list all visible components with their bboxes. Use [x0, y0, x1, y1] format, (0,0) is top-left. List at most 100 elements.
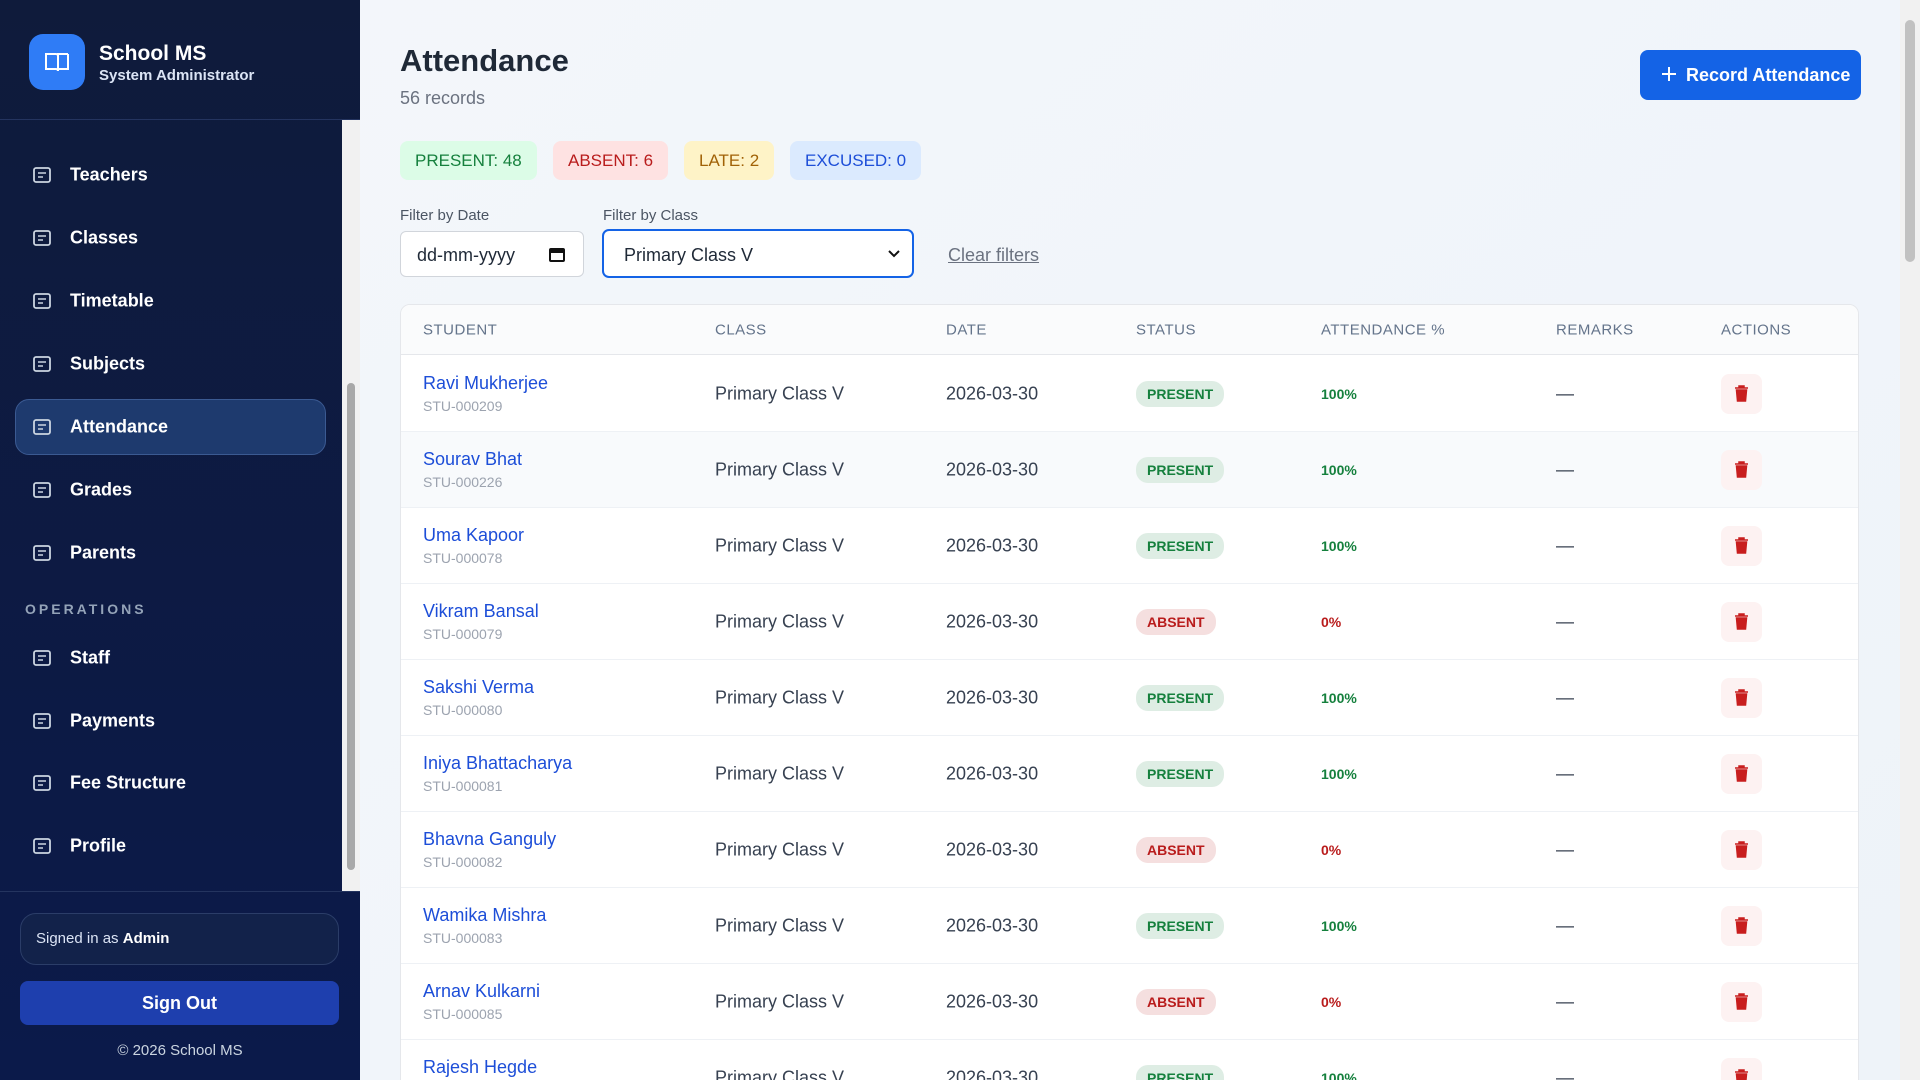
nav-item[interactable]: Attendance: [70, 416, 169, 437]
delete-button[interactable]: [1721, 754, 1762, 794]
remarks-cell: —: [1556, 383, 1574, 404]
class-filter-label: Filter by Class: [603, 207, 699, 224]
record-attendance-button[interactable]: Record Attendance: [1640, 50, 1861, 100]
column-header: STUDENT: [423, 321, 498, 339]
student-name[interactable]: Sourav Bhat: [423, 449, 523, 469]
stat-badge: ABSENT: 6: [553, 141, 669, 180]
student-name[interactable]: Sakshi Verma: [423, 677, 535, 697]
nav-icon: [32, 543, 52, 563]
nav-item[interactable]: Classes: [70, 227, 139, 248]
student-name[interactable]: Iniya Bhattacharya: [423, 753, 573, 773]
nav-icon: [32, 480, 52, 500]
student-name[interactable]: Vikram Bansal: [423, 601, 539, 621]
date-cell: 2026-03-30: [946, 915, 1039, 936]
student-name[interactable]: Uma Kapoor: [423, 525, 525, 545]
table-row: [401, 964, 1858, 1040]
nav-item[interactable]: Subjects: [70, 353, 146, 374]
date-filter[interactable]: dd-mm-yyyy: [400, 231, 584, 277]
column-header: STATUS: [1136, 321, 1196, 339]
attendance-cell: 100%: [1321, 538, 1357, 554]
nav-item[interactable]: Parents: [70, 542, 137, 563]
column-header: REMARKS: [1556, 321, 1634, 339]
student-name[interactable]: Wamika Mishra: [423, 905, 547, 925]
nav-icon: [32, 228, 52, 248]
brand-title: School MS: [99, 42, 207, 65]
table-row: [401, 356, 1858, 432]
logo-icon: [45, 53, 69, 72]
table-row: [401, 1040, 1858, 1080]
nav-item[interactable]: Fee Structure: [70, 772, 187, 793]
date-placeholder: dd-mm-yyyy: [417, 245, 515, 265]
user-box: Signed in as Admin: [20, 913, 339, 965]
page-scroll-track: [1900, 0, 1920, 1080]
class-cell: Primary Class V: [715, 915, 845, 936]
nav-item[interactable]: Teachers: [70, 164, 148, 185]
remarks-cell: —: [1556, 839, 1574, 860]
status-pill: PRESENT: [1136, 381, 1225, 407]
delete-button[interactable]: [1721, 678, 1762, 718]
table-card: STUDENT CLASS DATE STATUS ATTENDANCE % REMARK…: [400, 304, 1859, 1080]
attendance-cell: 100%: [1321, 462, 1357, 478]
delete-button[interactable]: [1721, 830, 1762, 870]
nav-icon: [32, 711, 52, 731]
date-cell: 2026-03-30: [946, 687, 1039, 708]
nav-item[interactable]: Staff: [70, 647, 110, 668]
sidebar: School MS System Administrator Teachers C…: [0, 0, 360, 1080]
nav-item[interactable]: Grades: [70, 479, 133, 500]
status-pill: PRESENT: [1136, 1065, 1225, 1080]
delete-button[interactable]: [1721, 374, 1762, 414]
remarks-cell: —: [1556, 991, 1574, 1012]
class-cell: Primary Class V: [715, 839, 845, 860]
delete-button[interactable]: [1721, 982, 1762, 1022]
sign-out-button[interactable]: Sign Out: [20, 981, 339, 1025]
class-filter[interactable]: Primary Class V: [602, 229, 914, 278]
remarks-cell: —: [1556, 915, 1574, 936]
student-name[interactable]: Ravi Mukherjee: [423, 373, 549, 393]
user-prefix: Signed in as: [36, 930, 119, 947]
page-scroll-thumb: [1905, 20, 1915, 262]
column-header: DATE: [946, 321, 987, 339]
student-name[interactable]: Arnav Kulkarni: [423, 981, 541, 1001]
delete-button[interactable]: [1721, 526, 1762, 566]
class-cell: Primary Class V: [715, 611, 845, 632]
class-cell: Primary Class V: [715, 383, 845, 404]
column-header: ATTENDANCE %: [1321, 321, 1446, 339]
status-pill: ABSENT: [1136, 989, 1216, 1015]
delete-button[interactable]: [1721, 450, 1762, 490]
nav-item[interactable]: Payments: [70, 710, 156, 730]
table-row: [401, 736, 1858, 812]
date-cell: 2026-03-30: [946, 991, 1039, 1012]
column-header: ACTIONS: [1721, 321, 1792, 339]
delete-button[interactable]: [1721, 1058, 1762, 1080]
attendance-cell: 100%: [1321, 766, 1357, 782]
user-name: Admin: [122, 930, 170, 947]
delete-button[interactable]: [1721, 906, 1762, 946]
student-id: STU-000226: [423, 474, 503, 490]
brand: School MS System Administrator: [0, 0, 360, 120]
nav-item[interactable]: Profile: [70, 835, 127, 855]
status-pill: PRESENT: [1136, 913, 1225, 939]
student-name[interactable]: Rajesh Hegde: [423, 1057, 538, 1077]
column-header: CLASS: [715, 321, 767, 339]
attendance-cell: 100%: [1321, 1070, 1357, 1080]
student-id: STU-000081: [423, 778, 503, 794]
class-cell: Primary Class V: [715, 535, 845, 556]
clear-filters[interactable]: Clear filters: [948, 245, 1040, 265]
date-cell: 2026-03-30: [946, 839, 1039, 860]
date-cell: 2026-03-30: [946, 1067, 1039, 1080]
status-pill: PRESENT: [1136, 457, 1225, 483]
calendar-icon: [549, 248, 565, 262]
nav-item[interactable]: Timetable: [70, 290, 154, 311]
table-row: [401, 888, 1858, 964]
remarks-cell: —: [1556, 459, 1574, 480]
student-id: STU-000082: [423, 854, 503, 870]
delete-button[interactable]: [1721, 602, 1762, 642]
class-cell: Primary Class V: [715, 1067, 845, 1080]
stat-badge: EXCUSED: 0: [790, 141, 922, 180]
date-cell: 2026-03-30: [946, 383, 1039, 404]
sidebar-footer-divider: [0, 891, 360, 892]
stat-badge: LATE: 2: [684, 141, 775, 180]
attendance-cell: 100%: [1321, 690, 1357, 706]
student-name[interactable]: Bhavna Ganguly: [423, 829, 557, 849]
